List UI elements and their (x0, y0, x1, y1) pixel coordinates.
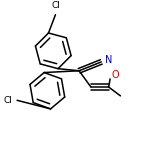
Text: Cl: Cl (51, 1, 60, 10)
Text: Cl: Cl (4, 96, 13, 105)
Text: O: O (112, 70, 119, 80)
Text: N: N (105, 55, 112, 65)
